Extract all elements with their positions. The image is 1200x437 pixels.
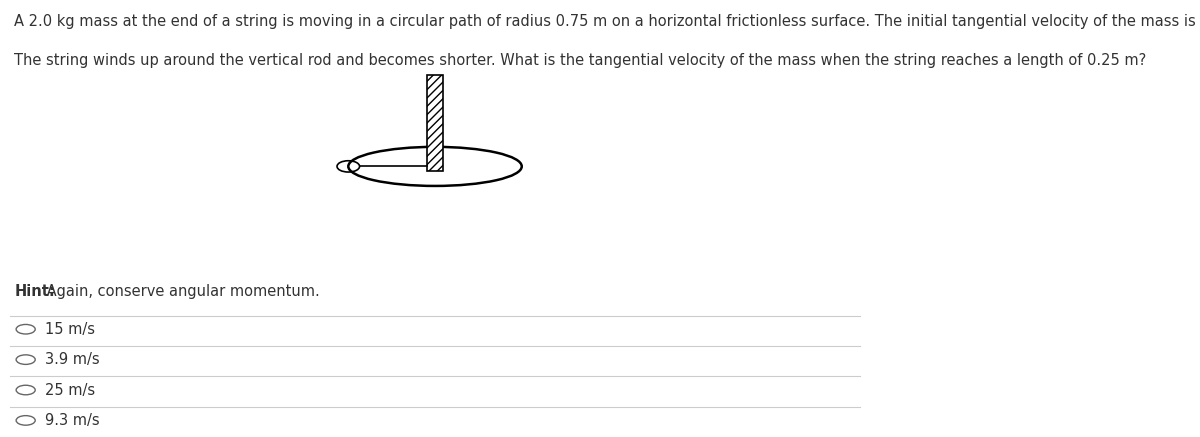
Bar [427, 75, 443, 171]
Text: A 2.0 kg mass at the end of a string is moving in a circular path of radius 0.75: A 2.0 kg mass at the end of a string is … [14, 14, 1200, 29]
Text: Hint:: Hint: [14, 284, 55, 298]
Text: Again, conserve angular momentum.: Again, conserve angular momentum. [42, 284, 320, 298]
Text: The string winds up around the vertical rod and becomes shorter. What is the tan: The string winds up around the vertical … [14, 53, 1147, 69]
Text: 15 m/s: 15 m/s [44, 322, 95, 337]
Text: 25 m/s: 25 m/s [44, 382, 95, 398]
Text: 3.9 m/s: 3.9 m/s [44, 352, 100, 367]
Text: 9.3 m/s: 9.3 m/s [44, 413, 100, 428]
